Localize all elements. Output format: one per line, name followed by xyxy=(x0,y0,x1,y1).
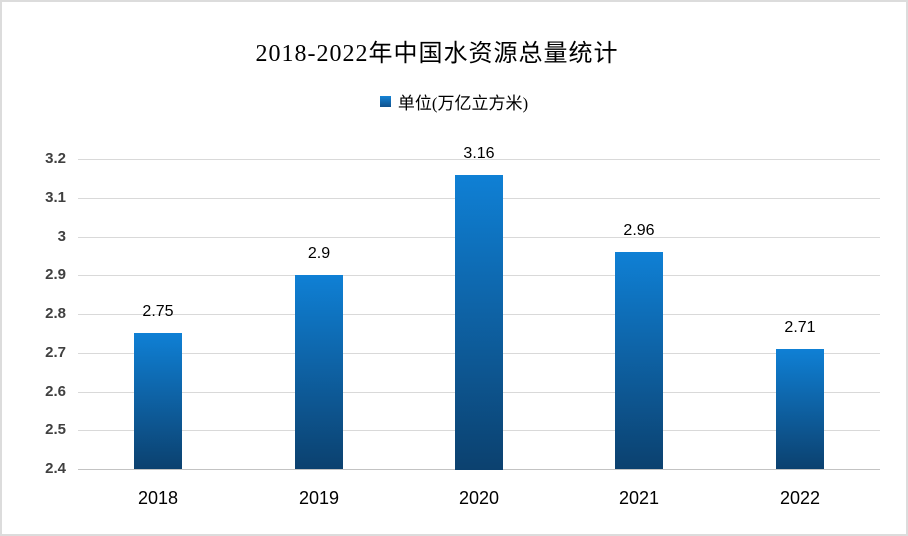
y-axis-tick-label: 3.2 xyxy=(45,150,66,167)
chart-title: 2018-2022年中国水资源总量统计 xyxy=(255,41,619,67)
chart-legend: 单位(万亿立方米) xyxy=(2,89,906,114)
bar-2022 xyxy=(776,349,824,469)
x-axis-tick-label: 2021 xyxy=(618,488,660,508)
y-axis-tick-label: 2.7 xyxy=(45,344,66,361)
y-axis-tick-label: 2.4 xyxy=(45,460,66,477)
bar-2020 xyxy=(455,175,503,470)
bar-2021 xyxy=(615,252,663,469)
bar-2018 xyxy=(134,333,182,469)
x-axis-tick-label: 2018 xyxy=(137,488,179,508)
bar-value-label: 3.16 xyxy=(463,145,495,162)
x-axis-tick-label: 2019 xyxy=(298,488,340,508)
y-axis-tick-label: 2.5 xyxy=(45,421,66,438)
legend-label: 单位(万亿立方米) xyxy=(397,94,529,113)
legend-marker-icon xyxy=(379,96,391,107)
y-axis-tick-label: 2.6 xyxy=(45,383,66,400)
y-axis-tick-label: 2.9 xyxy=(45,266,66,283)
bar-2019 xyxy=(295,275,343,469)
bar-value-label: 2.9 xyxy=(307,245,331,262)
y-axis-tick-label: 3 xyxy=(57,228,66,245)
y-axis-tick-label: 3.1 xyxy=(45,189,66,206)
bar-value-label: 2.96 xyxy=(623,222,655,239)
x-axis-tick-label: 2020 xyxy=(458,488,500,508)
bar-value-label: 2.75 xyxy=(142,303,174,320)
bar-value-label: 2.71 xyxy=(784,319,816,336)
gridline xyxy=(78,159,880,160)
x-axis-tick-label: 2022 xyxy=(779,488,821,508)
y-axis-tick-label: 2.8 xyxy=(45,305,66,322)
